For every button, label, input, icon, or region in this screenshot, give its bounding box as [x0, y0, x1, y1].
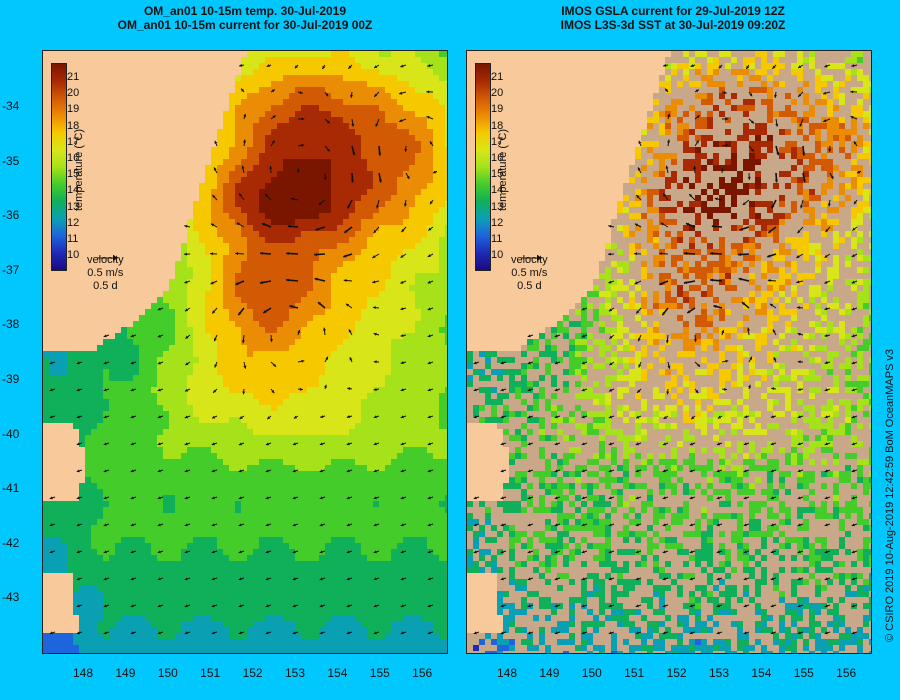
- longitude-tick-label: 154: [327, 666, 348, 680]
- colorbar-tick-label: 17: [67, 135, 80, 148]
- left-map-panel: 21 20 19 18 17 16 15 14 13 12 11 10 temperature (°C…: [42, 50, 448, 654]
- colorbar-tick-label: 18: [67, 119, 80, 132]
- left-colorbar: [51, 63, 67, 271]
- colorbar-tick-label: 19: [491, 103, 504, 116]
- colorbar-tick-label: 12: [67, 216, 80, 229]
- colorbar-tick-label: 21: [67, 71, 80, 83]
- left-map-field: [43, 51, 447, 653]
- latitude-tick-label: -40: [2, 426, 20, 441]
- longitude-tick-label: 150: [581, 666, 602, 680]
- latitude-tick-label: -37: [2, 262, 20, 277]
- colorbar-tick-label: 13: [67, 200, 80, 213]
- credit-text: © CSIRO 2019 10-Aug-2019 12:42:59 BoM Oc…: [884, 348, 896, 642]
- left-colorbar-title: temperature (°C): [73, 128, 85, 211]
- colorbar-tick-label: 15: [67, 168, 80, 181]
- left-title-line2: OM_an01 10-15m current for 30-Jul-2019 0…: [117, 18, 373, 32]
- longitude-tick-label: 154: [751, 666, 772, 680]
- right-title-line2: IMOS L3S-3d SST at 30-Jul-2019 09:20Z: [560, 18, 786, 32]
- latitude-tick-label: -43: [2, 590, 20, 605]
- colorbar-tick-label: 14: [491, 184, 504, 197]
- right-colorbar-title: temperature (°C): [497, 128, 509, 211]
- colorbar-tick-label: 12: [491, 216, 504, 229]
- velocity-speed: 0.5 m/s: [511, 267, 548, 279]
- longitude-tick-label: 153: [284, 666, 306, 680]
- current-vector-arrows: [473, 63, 862, 635]
- current-vector-arrows: [49, 63, 438, 635]
- colorbar-tick-label: 20: [67, 87, 80, 100]
- longitude-tick-label: 152: [666, 666, 687, 680]
- colorbar-tick-label: 14: [67, 184, 80, 197]
- latitude-tick-label: -35: [2, 153, 20, 168]
- colorbar-tick-label: 16: [67, 152, 80, 164]
- left-title-line1: OM_an01 10-15m temp. 30-Jul-2019: [143, 4, 347, 18]
- right-map-panel: 21 20 19 18 17 16 15 14 13 12 11 10 temperature (°C…: [466, 50, 872, 654]
- latitude-tick-label: -41: [2, 481, 20, 496]
- colorbar-tick-label: 16: [491, 152, 504, 164]
- velocity-duration: 0.5 d: [517, 280, 542, 292]
- colorbar-tick-label: 15: [491, 168, 504, 181]
- colorbar-tick-label: 17: [491, 135, 504, 148]
- velocity-arrow-icon: [521, 255, 542, 261]
- longitude-tick-label: 148: [72, 666, 94, 680]
- velocity-speed: 0.5 m/s: [87, 267, 124, 279]
- longitude-tick-label: 155: [369, 666, 390, 680]
- latitude-tick-label: -34: [2, 99, 20, 113]
- colorbar-tick-label: 21: [491, 71, 504, 83]
- colorbar-tick-label: 18: [491, 119, 504, 132]
- velocity-duration: 0.5 d: [93, 280, 118, 292]
- left-velocity-key: velocity 0.5 m/s 0.5 d: [87, 254, 124, 293]
- colorbar-tick-label: 13: [491, 200, 504, 213]
- longitude-tick-label: 153: [708, 666, 730, 680]
- longitude-tick-label: 151: [200, 666, 221, 680]
- longitude-tick-label: 156: [412, 666, 433, 680]
- right-colorbar: [475, 63, 491, 271]
- longitude-tick-label: 152: [242, 666, 263, 680]
- latitude-tick-label: -36: [2, 208, 20, 223]
- longitude-tick-label: 151: [624, 666, 645, 680]
- colorbar-tick-label: 11: [67, 233, 79, 245]
- colorbar-tick-label: 19: [67, 103, 80, 116]
- right-velocity-key: velocity 0.5 m/s 0.5 d: [511, 254, 548, 293]
- colorbar-tick-label: 20: [491, 87, 504, 100]
- colorbar-tick-label: 10: [491, 249, 504, 262]
- right-panel-title: IMOS GSLA current for 29-Jul-2019 12Z IM…: [468, 4, 878, 32]
- latitude-tick-label: -39: [2, 372, 20, 386]
- longitude-tick-label: 149: [539, 666, 560, 680]
- longitude-tick-label: 150: [157, 666, 178, 680]
- velocity-arrow-icon: [97, 255, 118, 261]
- colorbar-tick-label: 10: [67, 249, 80, 262]
- latitude-tick-label: -38: [2, 317, 20, 332]
- right-map-field: [467, 51, 871, 653]
- right-title-line1: IMOS GSLA current for 29-Jul-2019 12Z: [561, 4, 785, 18]
- longitude-tick-label: 149: [115, 666, 136, 680]
- longitude-tick-label: 148: [496, 666, 518, 680]
- colorbar-tick-label: 11: [491, 233, 503, 245]
- left-panel-title: OM_an01 10-15m temp. 30-Jul-2019 OM_an01…: [40, 4, 450, 32]
- latitude-tick-label: -42: [2, 535, 20, 550]
- longitude-tick-label: 156: [836, 666, 857, 680]
- longitude-tick-label: 155: [793, 666, 814, 680]
